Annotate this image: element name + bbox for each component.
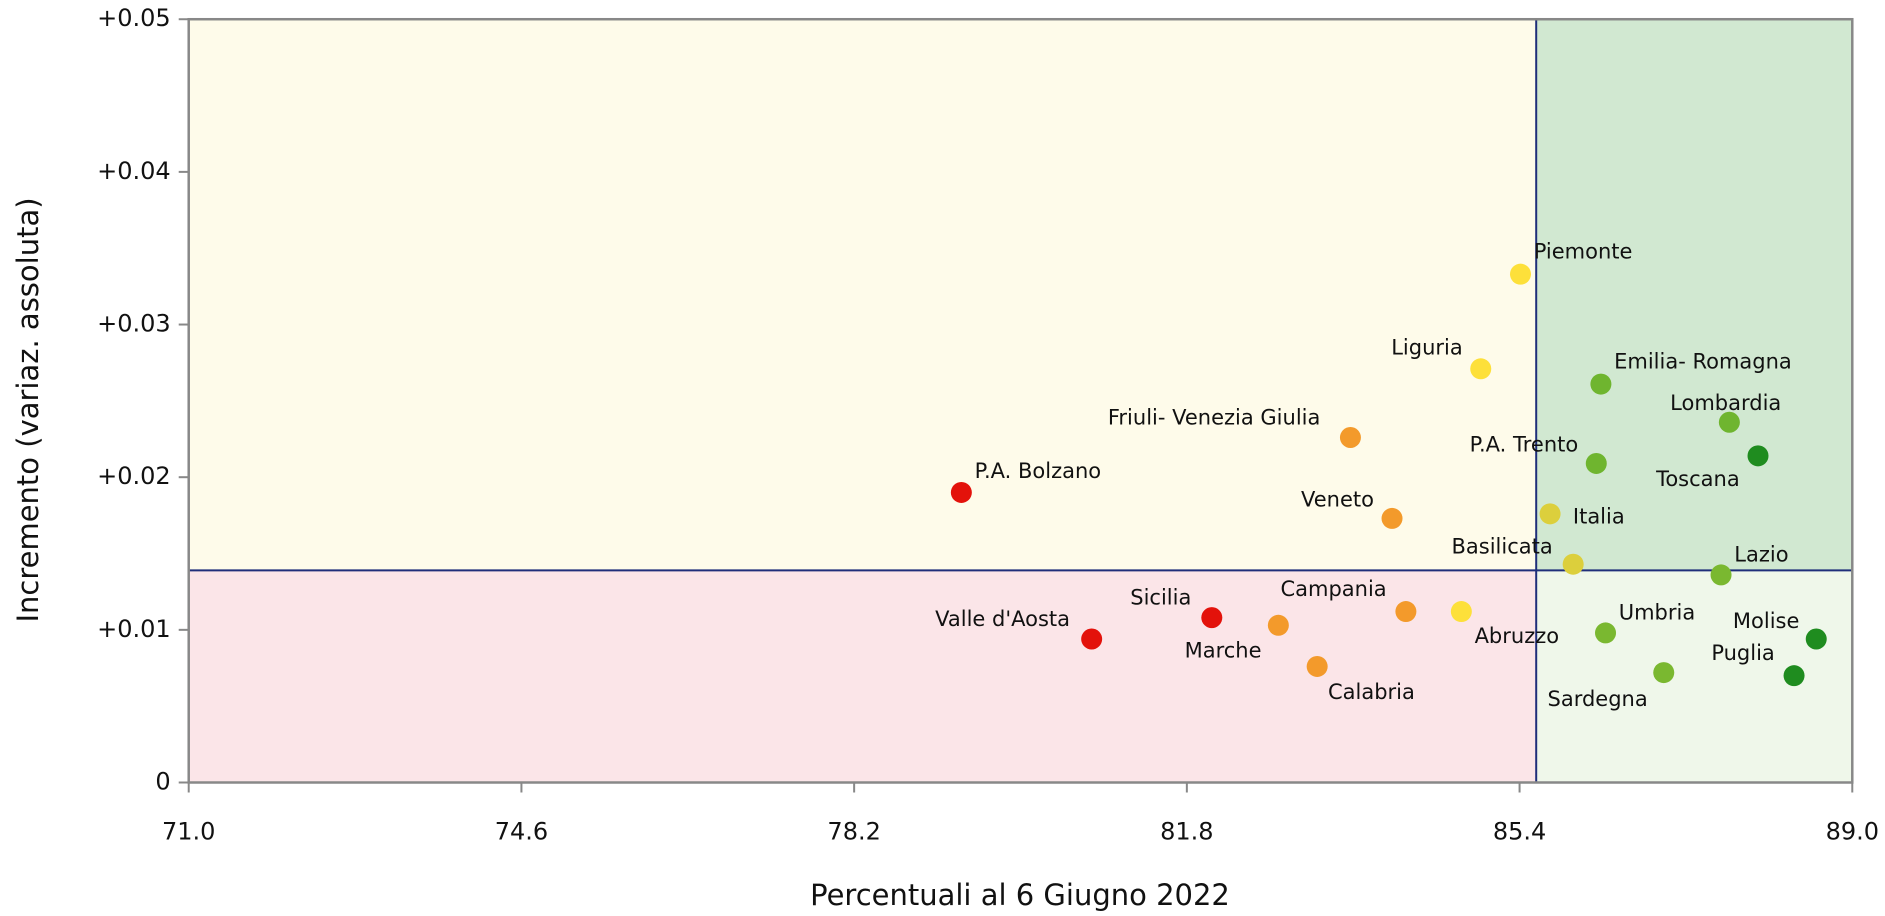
point-label: Marche (1185, 639, 1262, 663)
x-tick-label: 89.0 (1826, 818, 1879, 846)
y-tick-label: +0.02 (97, 462, 171, 490)
point-label: Sicilia (1130, 585, 1191, 609)
y-tick-label: +0.04 (97, 157, 171, 185)
x-tick-label: 85.4 (1493, 818, 1546, 846)
point-label: Veneto (1301, 487, 1374, 511)
quadrant (188, 19, 1537, 571)
point (1718, 411, 1740, 433)
point-label: Abruzzo (1475, 624, 1560, 648)
point (1590, 373, 1612, 395)
y-tick-label: 0 (155, 768, 170, 796)
point (1450, 601, 1472, 623)
point (1381, 507, 1403, 529)
point (1585, 452, 1607, 474)
quadrant (1536, 19, 1853, 571)
point (950, 481, 972, 503)
point (1395, 601, 1417, 623)
point-label: Valle d'Aosta (935, 607, 1070, 631)
y-tick-label: +0.05 (97, 4, 171, 32)
point (1805, 628, 1827, 650)
point-label: Calabria (1328, 680, 1415, 704)
x-tick-label: 74.6 (495, 818, 548, 846)
point-label: Friuli- Venezia Giulia (1108, 405, 1321, 429)
point (1470, 358, 1492, 380)
point (1339, 427, 1361, 449)
point (1267, 614, 1289, 636)
y-tick-label: +0.01 (97, 615, 171, 643)
point (1509, 263, 1531, 285)
x-tick-label: 71.0 (162, 818, 215, 846)
plot-frame (187, 17, 1854, 784)
point (1710, 564, 1732, 586)
point (1562, 553, 1584, 575)
point-label: Liguria (1391, 335, 1463, 359)
point-label: Lazio (1734, 543, 1788, 567)
point (1783, 665, 1805, 687)
y-axis-title: Incremento (variaz. assoluta) (11, 197, 45, 622)
point-label: Basilicata (1451, 534, 1552, 558)
point-label: Sardegna (1548, 687, 1648, 711)
x-tick-label: 78.2 (827, 818, 880, 846)
point (1595, 622, 1617, 644)
y-tick-label: +0.03 (97, 310, 171, 338)
point-label: Campania (1280, 577, 1386, 601)
point-label: Umbria (1619, 601, 1696, 625)
point-label: Lombardia (1670, 391, 1781, 415)
point-label: P.A. Bolzano (975, 459, 1102, 483)
x-tick-label: 81.8 (1160, 818, 1213, 846)
quadrant (188, 570, 1537, 783)
x-axis-title: Percentuali al 6 Giugno 2022 (810, 878, 1230, 912)
point (1747, 445, 1769, 467)
point-label: Italia (1573, 504, 1625, 528)
point-label: Piemonte (1534, 240, 1633, 264)
point (1539, 503, 1561, 525)
point-label: Puglia (1711, 641, 1774, 665)
point (1201, 607, 1223, 629)
point-label: Molise (1733, 609, 1800, 633)
point-label: Toscana (1655, 467, 1740, 491)
point (1653, 662, 1675, 684)
point-label: Emilia- Romagna (1614, 349, 1792, 373)
point (1081, 628, 1103, 650)
point (1306, 655, 1328, 677)
point-label: P.A. Trento (1470, 432, 1579, 456)
